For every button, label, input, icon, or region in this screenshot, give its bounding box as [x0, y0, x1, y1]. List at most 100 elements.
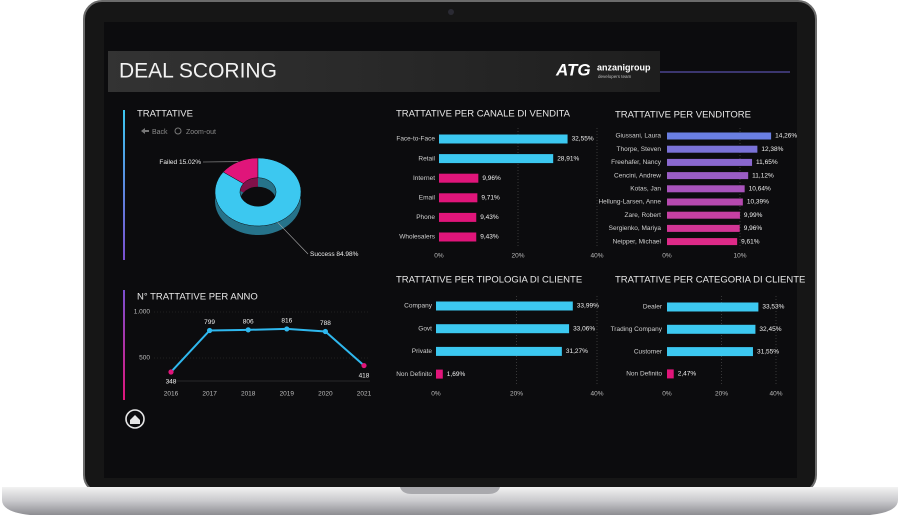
data-label: 9,43%: [480, 214, 499, 221]
data-label: 2,47%: [678, 371, 697, 378]
x-tick-label: 20%: [510, 391, 523, 398]
line-point: [284, 326, 290, 332]
x-tick-label: 0%: [434, 253, 444, 260]
category-label: Retail: [418, 155, 435, 162]
category-label: Neipper, Michael: [613, 238, 662, 245]
logo: ATG: [555, 60, 591, 79]
line-point: [207, 327, 213, 334]
category-label: Freehafer, Nancy: [611, 159, 662, 166]
home-ring: [125, 409, 145, 429]
brand: anzanigroup: [597, 62, 651, 72]
chart-title: TRATTATIVE PER CANALE DI VENDITA: [396, 109, 571, 120]
data-label: 816: [281, 318, 292, 325]
bar: [436, 301, 573, 311]
data-label: 32,55%: [572, 136, 594, 143]
zoom-out-button[interactable]: Zoom-out: [174, 127, 216, 136]
bar: [667, 145, 758, 153]
bar: [436, 346, 562, 356]
data-label: 31,27%: [566, 348, 588, 355]
bar: [439, 193, 478, 203]
x-tick-label: 2017: [202, 391, 217, 398]
x-tick-label: 10%: [733, 253, 746, 260]
category-label: Internet: [413, 175, 435, 182]
category-label: Sergienko, Mariya: [609, 225, 662, 232]
category-label: Non Definito: [626, 371, 662, 378]
data-label: 788: [320, 320, 331, 327]
bar: [667, 369, 674, 379]
bar: [667, 302, 759, 312]
data-label: 32,45%: [759, 326, 781, 333]
y-tick-label: 500: [139, 355, 150, 362]
bar: [667, 324, 756, 334]
back-icon: [141, 128, 149, 134]
slice-category: Success: [310, 251, 335, 258]
chart-title: TRATTATIVE PER VENDITORE: [615, 110, 751, 121]
screen: [104, 22, 797, 478]
data-label: 9,61%: [741, 238, 760, 245]
back-button[interactable]: Back: [141, 128, 168, 136]
data-label: 1,69%: [447, 371, 466, 378]
data-label: 31,55%: [757, 348, 779, 355]
back-label: Back: [152, 129, 168, 136]
camera: [448, 9, 454, 15]
bar: [667, 185, 745, 193]
bar: [436, 369, 443, 379]
line-series: [170, 327, 365, 373]
x-tick-label: 0%: [431, 391, 441, 398]
line-point: [245, 327, 251, 333]
category-label: Zare, Robert: [625, 212, 662, 219]
data-label: 9,99%: [744, 212, 763, 219]
chart-title: N° TRATTATIVE PER ANNO: [137, 292, 258, 303]
slice-value: 15.02%: [179, 159, 201, 166]
home-icon: [130, 415, 140, 424]
bar: [667, 172, 749, 180]
x-tick-label: 20%: [715, 391, 728, 398]
x-tick-label: 2016: [164, 391, 179, 398]
data-label: 33,53%: [762, 304, 784, 311]
data-label: 418: [359, 372, 370, 379]
bar: [667, 132, 772, 140]
base-notch: [400, 487, 500, 494]
header-bar: [108, 51, 660, 92]
category-label: Face-to-Face: [396, 136, 435, 143]
x-tick-label: 2019: [280, 391, 295, 398]
bar: [439, 154, 554, 164]
x-tick-label: 2018: [241, 391, 256, 398]
category-label: Trading Company: [611, 326, 663, 333]
x-tick-label: 20%: [511, 253, 524, 260]
data-label: 28,91%: [557, 155, 579, 162]
category-label: Govt: [418, 325, 432, 332]
data-label: 9,43%: [480, 234, 499, 241]
bar: [436, 324, 570, 334]
x-tick-label: 2020: [318, 391, 333, 398]
slice-label: Failed 15.02%: [159, 159, 201, 166]
line-point: [322, 328, 328, 335]
data-label: 14,26%: [775, 133, 797, 140]
bar: [667, 238, 738, 246]
category-label: Email: [419, 195, 436, 202]
leader-line: [277, 222, 309, 255]
x-tick-label: 40%: [769, 391, 782, 398]
bar: [667, 211, 740, 219]
data-label: 799: [204, 319, 215, 326]
category-label: Customer: [634, 348, 663, 355]
bar: [439, 212, 477, 222]
accent-line: [123, 290, 125, 400]
data-label: 12,38%: [761, 146, 783, 153]
slice-value: 84.98%: [336, 251, 358, 258]
accent-line: [123, 110, 125, 260]
category-label: Wholesalers: [399, 234, 436, 241]
home-button[interactable]: [125, 409, 145, 429]
page-title: DEAL SCORING: [119, 60, 277, 83]
zoom-icon: [174, 127, 182, 135]
data-label: 33,99%: [577, 303, 599, 310]
x-tick-label: 40%: [590, 253, 603, 260]
zoom-out-label: Zoom-out: [186, 129, 216, 136]
chart-title: TRATTATIVE PER CATEGORIA DI CLIENTE: [615, 275, 805, 286]
category-label: Company: [404, 303, 433, 310]
bar: [667, 347, 753, 357]
line-point: [361, 362, 367, 369]
chart-title: TRATTATIVE PER TIPOLOGIA DI CLIENTE: [396, 275, 582, 286]
category-label: Giussani, Laura: [615, 133, 661, 140]
bar: [439, 134, 568, 144]
